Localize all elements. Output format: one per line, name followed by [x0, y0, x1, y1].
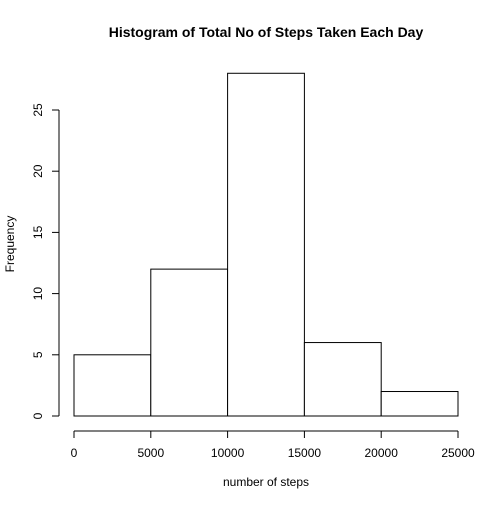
- x-tick-label-0: 0: [71, 446, 78, 460]
- y-tick-label-3: 15: [31, 225, 45, 239]
- histogram-bar-1: [150, 268, 229, 417]
- x-axis-label: number of steps: [223, 475, 309, 489]
- histogram-bar-3: [303, 342, 382, 417]
- x-tick-label-3: 15000: [288, 446, 322, 460]
- y-tick-label-5: 25: [31, 103, 45, 117]
- histogram-bar-0: [73, 354, 152, 417]
- y-tick-label-0: 0: [31, 412, 45, 419]
- x-axis: 0 5000 10000 15000 20000 25000: [71, 430, 475, 460]
- histogram-bar-2: [227, 72, 305, 417]
- histogram-bar-4: [380, 391, 459, 417]
- x-tick-label-2: 10000: [211, 446, 245, 460]
- y-tick-label-4: 20: [31, 164, 45, 178]
- y-axis-label: Frequency: [3, 216, 17, 273]
- x-tick-label-5: 25000: [441, 446, 475, 460]
- bars-group: [73, 72, 459, 417]
- chart-title: Histogram of Total No of Steps Taken Eac…: [109, 24, 424, 40]
- x-tick-label-1: 5000: [137, 446, 164, 460]
- y-tick-label-2: 10: [31, 287, 45, 301]
- y-tick-label-1: 5: [31, 351, 45, 358]
- y-axis: 0 5 10 15 20 25: [31, 103, 60, 419]
- x-tick-label-4: 20000: [365, 446, 399, 460]
